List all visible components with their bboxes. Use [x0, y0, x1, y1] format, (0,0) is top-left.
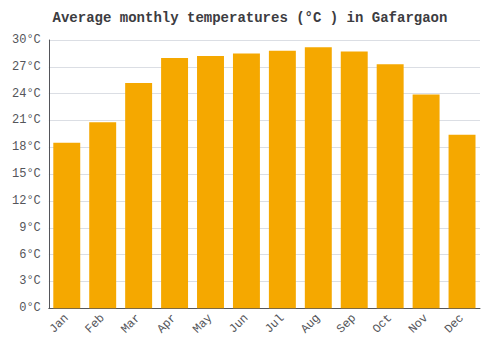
svg-text:3°C: 3°C	[19, 274, 41, 288]
svg-text:18°C: 18°C	[12, 140, 41, 154]
svg-text:Jul: Jul	[262, 311, 287, 336]
svg-text:Apr: Apr	[154, 311, 179, 336]
svg-text:Oct: Oct	[370, 311, 395, 336]
svg-text:27°C: 27°C	[12, 60, 41, 74]
svg-text:Feb: Feb	[82, 311, 107, 336]
svg-text:Aug: Aug	[298, 311, 323, 336]
svg-text:Sep: Sep	[334, 311, 359, 336]
svg-text:12°C: 12°C	[12, 194, 41, 208]
svg-text:0°C: 0°C	[19, 301, 41, 315]
svg-text:30°C: 30°C	[12, 33, 41, 47]
svg-text:Dec: Dec	[442, 311, 467, 336]
svg-text:May: May	[190, 311, 215, 336]
svg-text:Average monthly temperatures (: Average monthly temperatures (°C ) in Ga…	[53, 10, 448, 26]
svg-text:Jun: Jun	[226, 311, 251, 336]
svg-text:Mar: Mar	[118, 311, 143, 336]
svg-text:Nov: Nov	[406, 311, 431, 336]
svg-text:9°C: 9°C	[19, 221, 41, 235]
svg-text:21°C: 21°C	[12, 113, 41, 127]
svg-text:15°C: 15°C	[12, 167, 41, 181]
svg-text:Jan: Jan	[47, 311, 72, 336]
svg-text:24°C: 24°C	[12, 87, 41, 101]
svg-text:6°C: 6°C	[19, 248, 41, 262]
